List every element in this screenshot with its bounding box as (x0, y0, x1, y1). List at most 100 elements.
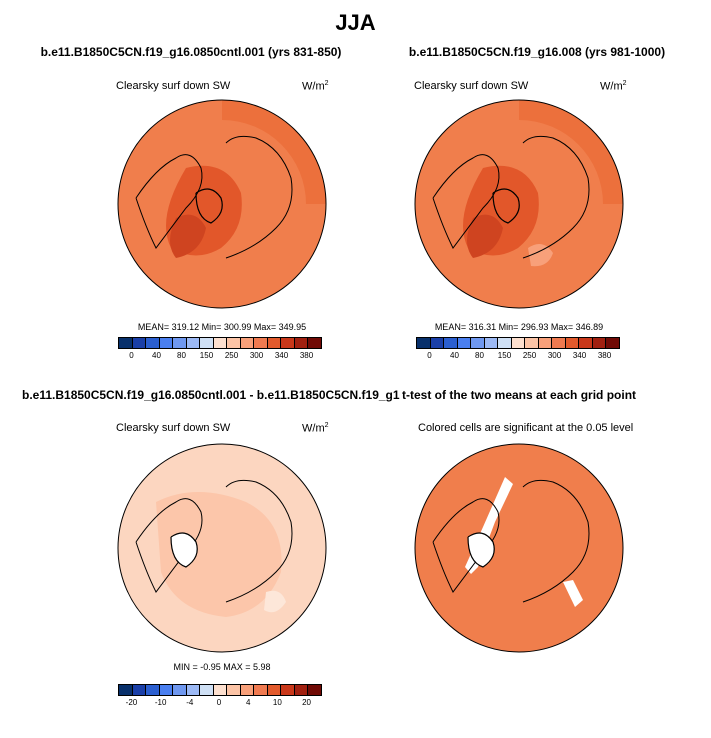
panel1-stats: MEAN= 319.12 Min= 300.99 Max= 349.95 (137, 322, 307, 332)
colorbar-cell (444, 338, 458, 348)
panel3-near-zero-region (264, 590, 286, 613)
panel3-positive-region (156, 492, 282, 617)
panel4-insignificant-patch (563, 580, 583, 607)
colorbar-tick-label: 40 (450, 351, 459, 360)
colorbar-tick-label: 4 (245, 698, 251, 707)
colorbar-cell (132, 685, 147, 695)
colorbar-cell (498, 338, 512, 348)
colorbar-cell (565, 338, 580, 348)
panel1-polar-map (117, 99, 327, 309)
colorbar-cell (538, 338, 553, 348)
panel4-map-border (414, 443, 624, 653)
colorbar-tick-label: 250 (224, 351, 239, 360)
panel3-colorbar (118, 684, 322, 696)
colorbar-cell (281, 685, 295, 695)
panel4-coastline-na (432, 498, 500, 593)
colorbar-cell (471, 338, 485, 348)
colorbar-cell (200, 338, 214, 348)
panel2-coastline-arctic (492, 188, 520, 224)
colorbar-cell (606, 338, 619, 348)
colorbar-cell (267, 338, 282, 348)
colorbar-cell (186, 338, 201, 348)
colorbar-cell (254, 685, 268, 695)
panel3-variable-label: Clearsky surf down SW (116, 422, 231, 434)
colorbar-tick-label: -10 (154, 698, 167, 707)
panel1-coastline-eurasia (225, 135, 293, 259)
panel1-coastline-na (135, 154, 203, 249)
colorbar-cell (417, 338, 431, 348)
panel2-units: W/m2 (600, 80, 627, 93)
colorbar-tick-label: -4 (186, 698, 194, 707)
panel2-map-border (414, 99, 624, 309)
colorbar-cell (146, 338, 160, 348)
panel3-colorbar-ticks: -20 -10 -4 0 4 10 20 (118, 698, 322, 710)
figure-title: JJA (335, 10, 376, 35)
colorbar-cell (254, 338, 268, 348)
colorbar-tick-label: -20 (125, 698, 138, 707)
colorbar-cell (159, 338, 174, 348)
panel4-coastline-eurasia (522, 479, 590, 603)
panel4-title: t-test of the two means at each grid poi… (400, 388, 637, 402)
panel2-stats: MEAN= 316.31 Min= 296.93 Max= 346.89 (434, 322, 604, 332)
colorbar-cell (173, 338, 187, 348)
panel2-colorbar-ticks: 0 40 80 150 250 300 340 380 (416, 351, 620, 363)
panel1-units: W/m2 (302, 80, 329, 93)
colorbar-cell (159, 685, 174, 695)
panel3-coastline-eurasia (225, 479, 293, 603)
colorbar-cell (227, 685, 241, 695)
colorbar-tick-label: 80 (177, 351, 186, 360)
colorbar-cell (240, 685, 255, 695)
colorbar-cell (294, 685, 309, 695)
panel3-coastline-na (135, 498, 203, 593)
colorbar-tick-label: 10 (272, 698, 282, 707)
panel1-colorbar (118, 337, 322, 349)
colorbar-cell (146, 685, 160, 695)
panel2-polar-map (414, 99, 624, 309)
colorbar-tick-label: 300 (249, 351, 264, 360)
colorbar-cell (213, 338, 228, 348)
colorbar-tick-label: 80 (475, 351, 484, 360)
colorbar-cell (200, 685, 214, 695)
panel2-low-region (528, 244, 553, 267)
colorbar-tick-label: 20 (302, 698, 311, 707)
panel4-significant-cells (415, 444, 623, 652)
panel3-polar-map (117, 443, 327, 653)
panel1-outer-ring (222, 100, 326, 204)
colorbar-cell (525, 338, 539, 348)
panel3-stats: MIN = -0.95 MAX = 5.98 (173, 662, 271, 672)
colorbar-cell (430, 338, 445, 348)
colorbar-tick-label: 0 (427, 351, 432, 360)
colorbar-tick-label: 150 (199, 351, 214, 360)
colorbar-cell (457, 338, 472, 348)
colorbar-tick-label: 300 (547, 351, 562, 360)
colorbar-cell (308, 338, 321, 348)
colorbar-tick-label: 250 (522, 351, 537, 360)
colorbar-cell (213, 685, 228, 695)
panel1-coastline-arctic (195, 188, 223, 224)
colorbar-cell (227, 338, 241, 348)
panel1-colorbar-ticks: 0 40 80 150 250 300 340 380 (118, 351, 322, 363)
colorbar-cell (511, 338, 526, 348)
colorbar-cell (552, 338, 566, 348)
panel3-units: W/m2 (302, 422, 329, 435)
colorbar-cell (579, 338, 593, 348)
colorbar-cell (240, 338, 255, 348)
panel3-coastline-arctic (170, 532, 198, 568)
colorbar-cell (119, 338, 133, 348)
panel2-greenland-max (467, 214, 503, 258)
panel2-outer-ring (519, 100, 623, 204)
colorbar-tick-label: 340 (274, 351, 289, 360)
colorbar-tick-label: 0 (216, 698, 222, 707)
colorbar-cell (132, 338, 147, 348)
panel1-variable-label: Clearsky surf down SW (116, 80, 231, 92)
panel4-subtitle: Colored cells are significant at the 0.0… (418, 422, 634, 434)
colorbar-cell (119, 685, 133, 695)
colorbar-tick-label: 380 (597, 351, 612, 360)
colorbar-tick-label: 150 (497, 351, 512, 360)
panel1-title: b.e11.B1850C5CN.f19_g16.0850cntl.001 (yr… (40, 45, 342, 59)
panel1-greenland-max (170, 214, 206, 258)
colorbar-cell (281, 338, 295, 348)
colorbar-cell (173, 685, 187, 695)
panel3-title: b.e11.B1850C5CN.f19_g16.0850cntl.001 - b… (22, 388, 430, 402)
panel2-variable-label: Clearsky surf down SW (414, 80, 529, 92)
